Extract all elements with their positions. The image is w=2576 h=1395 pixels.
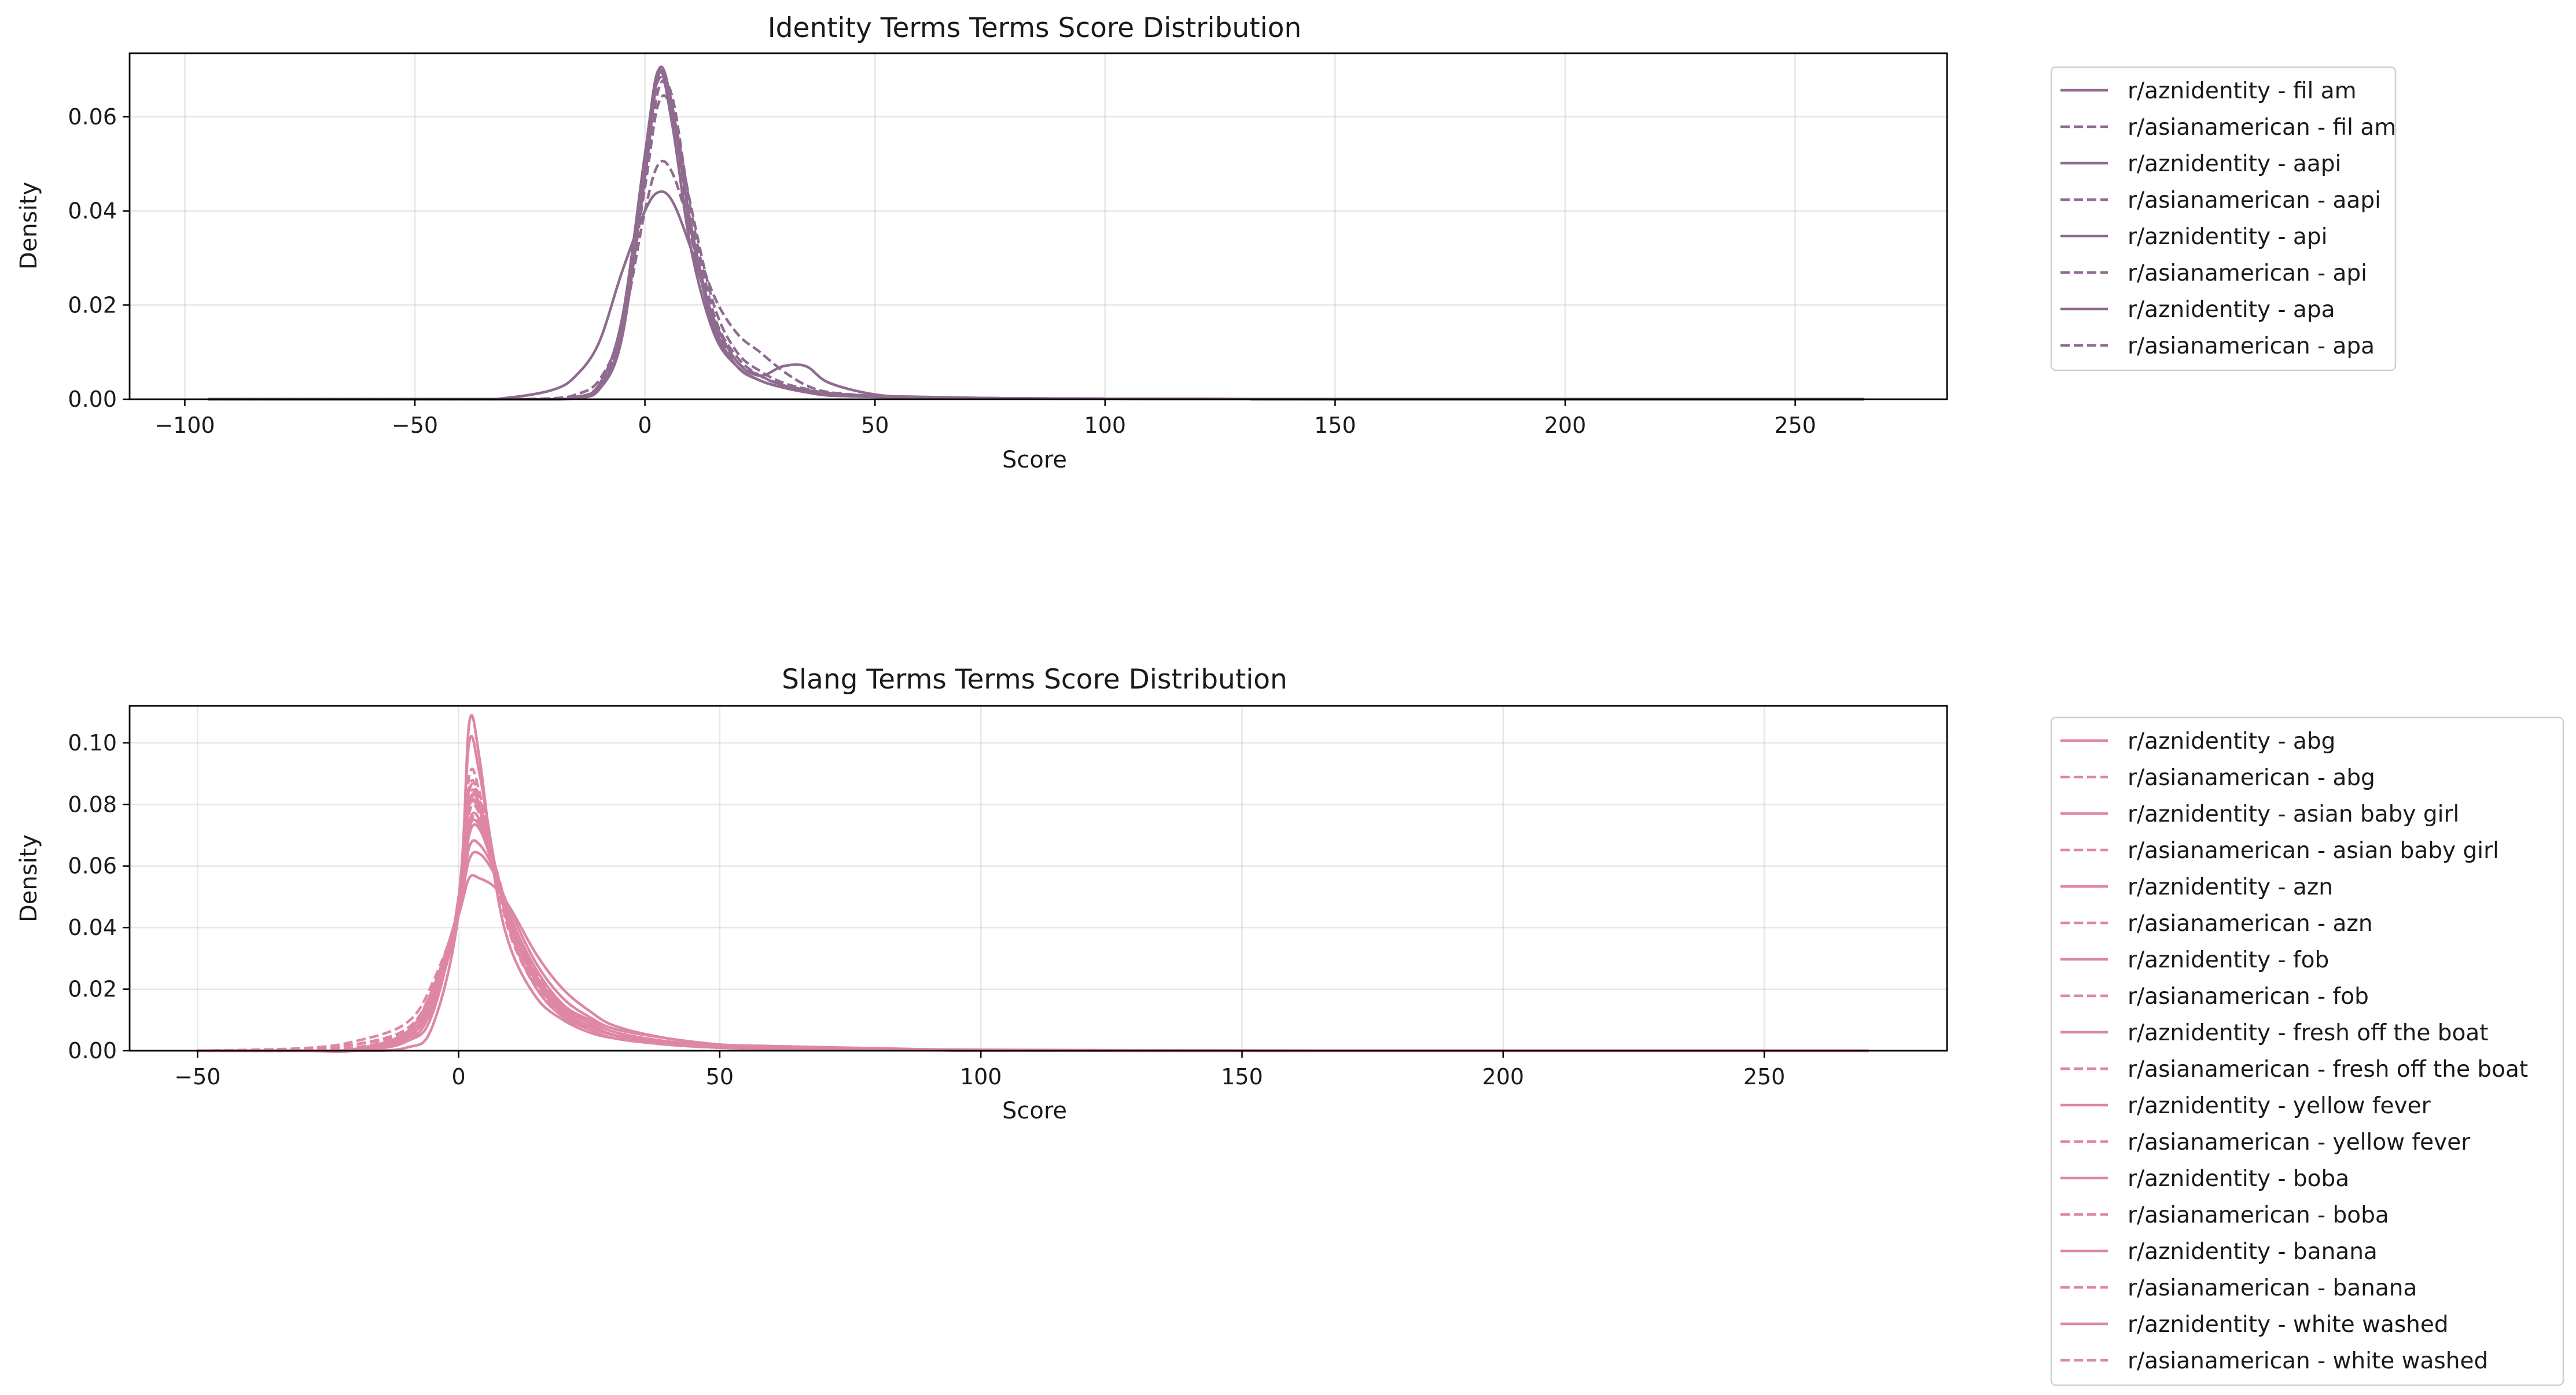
slang-series-line bbox=[197, 792, 1869, 1053]
identity-terms-panel: Identity Terms Terms Score Distribution … bbox=[16, 12, 2397, 473]
slang-legend: r/aznidentity - abg r/asianamerican - abg… bbox=[2050, 716, 2564, 1386]
slang-legend-label: r/aznidentity - white washed bbox=[2128, 1312, 2449, 1338]
slang-series-line bbox=[197, 788, 1869, 1052]
slang-legend-label: r/aznidentity - banana bbox=[2128, 1239, 2378, 1265]
identity-y-axis-label: Density bbox=[16, 182, 42, 270]
identity-legend: r/aznidentity - fil am r/asianamerican - … bbox=[2050, 66, 2397, 371]
slang-y-axis-label: Density bbox=[16, 834, 42, 922]
identity-series-line bbox=[208, 68, 1864, 401]
identity-series-line bbox=[208, 190, 1864, 401]
slang-series-line bbox=[197, 811, 1869, 1053]
identity-legend-label: r/aznidentity - fil am bbox=[2128, 78, 2357, 104]
slang-series-line bbox=[197, 779, 1869, 1052]
slang-series-line bbox=[197, 797, 1869, 1052]
slang-series-line bbox=[197, 799, 1869, 1052]
slang-y-tick-label: 0.08 bbox=[68, 792, 117, 817]
identity-x-tick-label: 0 bbox=[638, 413, 652, 438]
slang-series-line bbox=[197, 815, 1869, 1052]
slang-series-line bbox=[197, 782, 1869, 1052]
slang-legend-label: r/aznidentity - boba bbox=[2128, 1166, 2349, 1192]
identity-x-tick-label: 50 bbox=[861, 413, 889, 438]
slang-x-tick-label: 200 bbox=[1482, 1064, 1525, 1090]
slang-y-tick-label: 0.04 bbox=[68, 915, 117, 940]
slang-series-line bbox=[197, 823, 1869, 1053]
slang-legend-label: r/asianamerican - fob bbox=[2128, 984, 2369, 1010]
slang-y-tick-label: 0.02 bbox=[68, 977, 117, 1002]
slang-grid bbox=[130, 706, 1947, 1052]
identity-chart-title: Identity Terms Terms Score Distribution bbox=[768, 12, 1302, 44]
identity-y-tick-label: 0.04 bbox=[68, 198, 117, 224]
slang-legend-label: r/asianamerican - boba bbox=[2128, 1202, 2389, 1228]
identity-legend-label: r/aznidentity - api bbox=[2128, 224, 2327, 250]
identity-plot-frame bbox=[128, 52, 1948, 400]
identity-legend-label: r/asianamerican - api bbox=[2128, 260, 2367, 286]
identity-y-tick-label: 0.02 bbox=[68, 292, 117, 318]
identity-ticks: −100 −50 0 50 100 150 200 250 0.00 0.02 0.04 0.06 bbox=[68, 104, 1816, 438]
slang-ticks: −50 0 50 100 150 200 250 0.00 0.02 0.04 0.06 0.08 0.… bbox=[68, 730, 1785, 1090]
slang-legend-label: r/asianamerican - yellow fever bbox=[2128, 1129, 2471, 1155]
identity-x-tick-label: 150 bbox=[1314, 413, 1356, 438]
slang-legend-label: r/aznidentity - fresh off the boat bbox=[2128, 1020, 2489, 1046]
slang-legend-label: r/asianamerican - fresh off the boat bbox=[2128, 1057, 2528, 1083]
identity-legend-label: r/asianamerican - fil am bbox=[2128, 115, 2396, 141]
slang-legend-label: r/aznidentity - azn bbox=[2128, 874, 2333, 900]
slang-legend-label: r/asianamerican - asian baby girl bbox=[2128, 838, 2499, 864]
identity-x-tick-label: 100 bbox=[1084, 413, 1127, 438]
slang-plot-frame bbox=[128, 705, 1948, 1052]
identity-series-line bbox=[208, 76, 1864, 401]
slang-x-axis-label: Score bbox=[1002, 1098, 1067, 1124]
identity-x-tick-label: 200 bbox=[1544, 413, 1587, 438]
slang-legend-label: r/aznidentity - abg bbox=[2128, 728, 2335, 754]
slang-x-tick-label: 0 bbox=[452, 1064, 466, 1090]
slang-x-tick-label: 50 bbox=[706, 1064, 734, 1090]
slang-chart-title: Slang Terms Terms Score Distribution bbox=[782, 664, 1287, 695]
identity-y-tick-label: 0.06 bbox=[68, 104, 117, 130]
slang-legend-label: r/asianamerican - white washed bbox=[2128, 1348, 2488, 1374]
identity-x-axis-label: Score bbox=[1002, 447, 1067, 473]
slang-x-tick-label: −50 bbox=[174, 1064, 220, 1090]
slang-series-line bbox=[197, 794, 1869, 1052]
slang-legend-label: r/asianamerican - azn bbox=[2128, 911, 2373, 937]
slang-x-tick-label: 150 bbox=[1221, 1064, 1263, 1090]
slang-legend-label: r/aznidentity - asian baby girl bbox=[2128, 801, 2459, 827]
identity-y-tick-label: 0.00 bbox=[68, 387, 117, 412]
identity-series-line bbox=[208, 70, 1864, 401]
slang-x-tick-label: 100 bbox=[960, 1064, 1002, 1090]
slang-legend-box bbox=[2050, 716, 2564, 1386]
identity-series-line bbox=[208, 78, 1864, 401]
slang-y-tick-label: 0.10 bbox=[68, 730, 117, 756]
slang-legend-label: r/aznidentity - yellow fever bbox=[2128, 1093, 2431, 1119]
slang-legend-label: r/aznidentity - fob bbox=[2128, 947, 2329, 973]
identity-legend-box bbox=[2050, 66, 2397, 371]
identity-series-line bbox=[208, 94, 1864, 401]
identity-x-tick-label: −100 bbox=[154, 413, 215, 438]
slang-legend-label: r/asianamerican - abg bbox=[2128, 765, 2375, 791]
slang-series-line bbox=[197, 713, 1869, 1052]
slang-series-line bbox=[197, 767, 1869, 1052]
slang-legend-label: r/asianamerican - banana bbox=[2128, 1275, 2417, 1301]
slang-x-tick-label: 250 bbox=[1743, 1064, 1786, 1090]
identity-x-tick-label: −50 bbox=[392, 413, 438, 438]
identity-grid bbox=[130, 53, 1947, 400]
identity-legend-label: r/aznidentity - aapi bbox=[2128, 151, 2341, 177]
identity-series-line bbox=[208, 160, 1864, 401]
slang-y-tick-label: 0.06 bbox=[68, 853, 117, 879]
identity-legend-label: r/asianamerican - apa bbox=[2128, 333, 2375, 359]
identity-legend-label: r/asianamerican - aapi bbox=[2128, 187, 2381, 214]
slang-series-line bbox=[197, 734, 1869, 1053]
slang-y-tick-label: 0.00 bbox=[68, 1038, 117, 1063]
slang-series-lines bbox=[197, 713, 1869, 1053]
slang-series-line bbox=[197, 818, 1869, 1053]
identity-x-tick-label: 250 bbox=[1774, 413, 1816, 438]
identity-legend-label: r/aznidentity - apa bbox=[2128, 297, 2335, 323]
slang-terms-panel: Slang Terms Terms Score Distribution Sco… bbox=[16, 664, 2564, 1386]
